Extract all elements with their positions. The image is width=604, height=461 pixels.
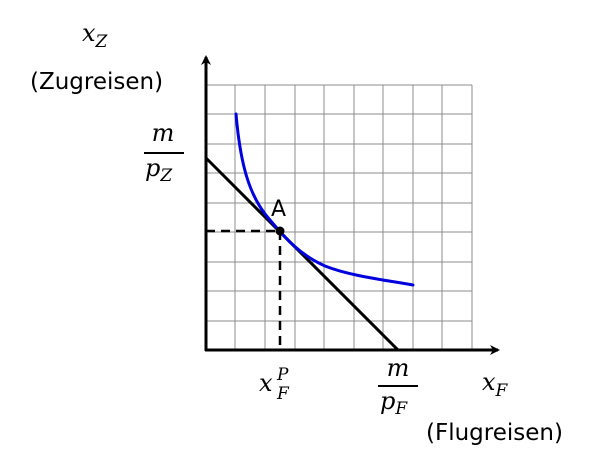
y-axis-symbol: xZ bbox=[82, 19, 109, 52]
point-a bbox=[275, 226, 285, 236]
x-axis-symbol-main: x bbox=[482, 368, 496, 396]
y-axis-symbol-subscript: Z bbox=[95, 32, 109, 52]
y-axis-caption: (Zugreisen) bbox=[30, 69, 163, 95]
x-axis-symbol-subscript: F bbox=[495, 381, 509, 401]
point-a-label: A bbox=[271, 197, 286, 222]
y-intercept-denominator: pZ bbox=[145, 154, 173, 186]
point-x-tick-symbol: x bbox=[259, 369, 273, 397]
point-x-tick-superscript: P bbox=[276, 365, 289, 385]
x-intercept-denominator-subscript: F bbox=[394, 399, 408, 419]
x-axis-caption: (Flugreisen) bbox=[426, 420, 563, 446]
point-x-tick-subscript: F bbox=[276, 384, 290, 404]
x-axis-symbol: xF bbox=[482, 368, 509, 401]
y-intercept-denominator-main: p bbox=[145, 154, 160, 182]
x-intercept-denominator-main: p bbox=[380, 387, 395, 415]
y-intercept-denominator-subscript: Z bbox=[159, 166, 173, 186]
x-intercept-denominator: pF bbox=[380, 387, 408, 419]
grid bbox=[206, 84, 473, 350]
x-intercept-numerator: m bbox=[387, 354, 410, 382]
indifference-curve bbox=[234, 112, 415, 287]
y-intercept-numerator: m bbox=[152, 119, 175, 147]
y-axis-symbol-main: x bbox=[82, 19, 96, 47]
